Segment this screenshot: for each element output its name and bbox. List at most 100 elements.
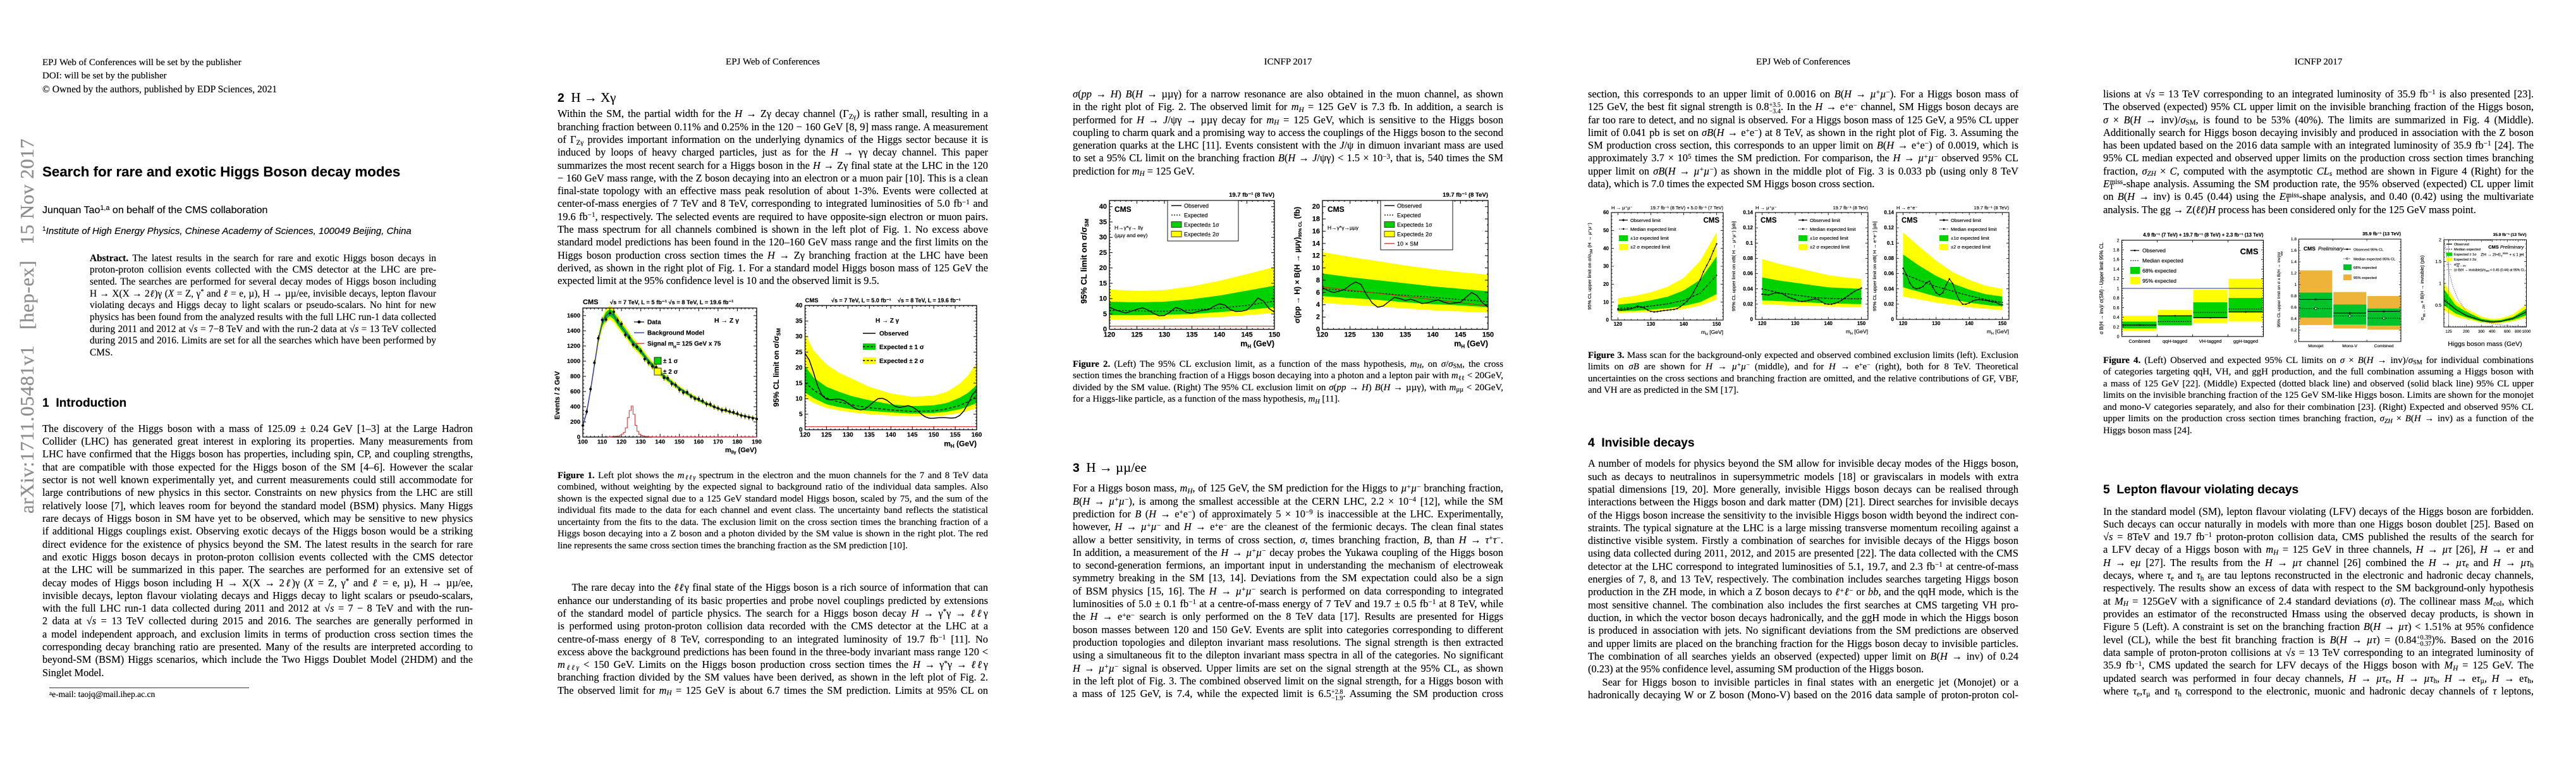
svg-text:180: 180 (732, 439, 742, 446)
svg-text:Preliminary: Preliminary (2318, 246, 2344, 252)
svg-text:mH (GeV): mH (GeV) (1240, 340, 1274, 350)
svg-text:68% expected: 68% expected (2353, 266, 2377, 270)
svg-text:1.8: 1.8 (2113, 249, 2120, 253)
svg-text:qqH-tagged: qqH-tagged (2163, 338, 2187, 344)
svg-text:135: 135 (864, 432, 875, 439)
svg-text:(σ B(H → invisible))/σSM < 0.4: (σ B(H → invisible))/σSM < 0.45 (0.44) a… (2454, 269, 2525, 273)
svg-text:30: 30 (1099, 234, 1107, 242)
svg-text:Combined: Combined (2374, 344, 2394, 349)
svg-text:145: 145 (1455, 331, 1466, 339)
svg-text:0.14: 0.14 (1884, 210, 1894, 216)
svg-text:1.2: 1.2 (2291, 271, 2297, 276)
svg-text:σqq → ZH × B(H → invisible) (p: σqq → ZH × B(H → invisible) (pb) (2419, 255, 2426, 320)
svg-text:1.4: 1.4 (2113, 268, 2120, 272)
svg-text:0.4: 0.4 (2113, 316, 2120, 320)
svg-text:130: 130 (1372, 331, 1383, 339)
svg-text:125: 125 (2445, 330, 2452, 334)
svg-text:1000: 1000 (567, 358, 580, 365)
svg-text:0: 0 (1891, 317, 1895, 323)
svg-text:60: 60 (1603, 210, 1609, 216)
svg-text:4: 4 (1316, 301, 1321, 309)
svg-text:800: 800 (570, 373, 580, 380)
svg-text:130: 130 (1647, 321, 1656, 327)
svg-text:1600: 1600 (567, 312, 580, 319)
svg-text:19.7 fb⁻¹ (8 TeV): 19.7 fb⁻¹ (8 TeV) (1229, 192, 1274, 199)
svg-text:6: 6 (1316, 289, 1320, 297)
svg-text:SM: SM (2280, 251, 2284, 256)
svg-text:140: 140 (1965, 321, 1974, 326)
svg-text:145: 145 (907, 432, 918, 439)
svg-text:Expected ± 2 σ: Expected ± 2 σ (879, 358, 924, 365)
svg-text:Median expected limit: Median expected limit (1951, 226, 1997, 232)
svg-text:95% CL limit on σ/σSM: 95% CL limit on σ/σSM (772, 328, 782, 407)
svg-text:190: 190 (752, 439, 762, 446)
svg-text:2: 2 (2439, 238, 2441, 243)
svg-text:1200: 1200 (567, 343, 580, 350)
svg-text:400: 400 (570, 404, 580, 410)
svg-text:ggH-tagged: ggH-tagged (2233, 338, 2258, 344)
svg-text:800: 800 (2515, 330, 2522, 334)
svg-text:15: 15 (1099, 280, 1107, 287)
svg-text:0.14: 0.14 (1743, 210, 1753, 216)
svg-text:mH [GeV]: mH [GeV] (1987, 328, 2009, 336)
svg-text:(µµγ and eeγ): (µµγ and eeγ) (1114, 232, 1147, 238)
svg-text:± 2 σ: ± 2 σ (663, 369, 678, 376)
svg-text:150: 150 (1857, 321, 1866, 326)
svg-text:mH [GeV]: mH [GeV] (1701, 329, 1723, 336)
svg-text:155: 155 (950, 432, 961, 439)
svg-text:600: 600 (2504, 330, 2511, 334)
svg-text:1.4: 1.4 (2291, 260, 2297, 264)
svg-text:mH (GeV): mH (GeV) (944, 440, 977, 450)
svg-text:0: 0 (799, 427, 803, 434)
svg-text:145: 145 (1241, 331, 1252, 339)
svg-text:18: 18 (1312, 216, 1320, 223)
svg-text:CMS: CMS (2304, 245, 2316, 252)
svg-text:30: 30 (1603, 264, 1609, 269)
svg-text:2: 2 (2117, 238, 2120, 243)
svg-text:19.7 fb⁻¹ (8 TeV): 19.7 fb⁻¹ (8 TeV) (1974, 205, 2009, 211)
svg-text:± 1 σ: ± 1 σ (663, 358, 678, 365)
svg-text:140: 140 (1680, 321, 1688, 327)
svg-text:20: 20 (1099, 264, 1107, 272)
svg-text:110: 110 (597, 439, 607, 446)
svg-text:Expected± 1σ: Expected± 1σ (1184, 222, 1219, 228)
svg-text:H → e⁺e⁻: H → e⁺e⁻ (1896, 205, 1917, 211)
svg-text:Median expected: Median expected (2454, 248, 2481, 252)
svg-text:15: 15 (795, 380, 803, 387)
svg-text:95% CL upper limit on σB( H →: 95% CL upper limit on σB( H → e⁺e⁻) [pb] (1872, 221, 1877, 311)
svg-text:Expected± 1σ: Expected± 1σ (1397, 222, 1432, 228)
svg-text:1: 1 (2294, 283, 2297, 287)
svg-text:√s = 7 TeV, L = 5.0 fb⁻¹: √s = 7 TeV, L = 5.0 fb⁻¹ (831, 297, 891, 304)
svg-text:130: 130 (1791, 321, 1800, 326)
svg-text:CMS: CMS (1703, 217, 1719, 225)
svg-text:±2 σ expected limit: ±2 σ expected limit (1810, 244, 1850, 250)
svg-text:Observed: Observed (2454, 243, 2469, 247)
svg-text:±1σ expected limit: ±1σ expected limit (1810, 235, 1849, 241)
svg-text:20: 20 (1603, 281, 1609, 287)
svg-text:Higgs boson mass (GeV): Higgs boson mass (GeV) (2448, 340, 2522, 348)
svg-text:125: 125 (1131, 331, 1142, 339)
svg-text:√s = 8 TeV, L = 19.6 fb⁻¹: √s = 8 TeV, L = 19.6 fb⁻¹ (898, 297, 961, 304)
svg-text:ZH → 2l+ETmiss + ≤ 1 jet: ZH → 2l+ETmiss + ≤ 1 jet (2481, 252, 2524, 257)
svg-text:0: 0 (1606, 318, 1609, 323)
svg-text:1: 1 (2439, 282, 2441, 287)
svg-text:4.9 fb⁻¹ (7 TeV) + 19.7 fb⁻¹ (: 4.9 fb⁻¹ (7 TeV) + 19.7 fb⁻¹ (8 TeV) + 2… (2143, 232, 2264, 238)
svg-text:130: 130 (1159, 331, 1170, 339)
svg-text:16: 16 (1312, 228, 1320, 235)
svg-text:130: 130 (636, 439, 646, 446)
svg-text:CMS: CMS (1114, 205, 1132, 214)
svg-text:0.2: 0.2 (2113, 325, 2120, 330)
svg-text:0.8: 0.8 (2291, 294, 2297, 299)
svg-text:H: H (673, 345, 676, 350)
svg-text:H → µ⁺µ⁻: H → µ⁺µ⁻ (1755, 205, 1777, 211)
svg-text:±2 σ expected limit: ±2 σ expected limit (1630, 244, 1671, 250)
svg-text:0.12: 0.12 (1884, 225, 1894, 231)
svg-text:Monojet: Monojet (2308, 344, 2323, 349)
svg-text:Observed limit: Observed limit (1630, 218, 1661, 223)
svg-text:Expected: Expected (1397, 213, 1421, 219)
svg-text:35: 35 (1099, 218, 1107, 226)
svg-text:Expected ± 1σ: Expected ± 1σ (2454, 253, 2477, 257)
svg-text:VH-tagged: VH-tagged (2199, 338, 2222, 344)
svg-text:135: 135 (1186, 331, 1197, 339)
